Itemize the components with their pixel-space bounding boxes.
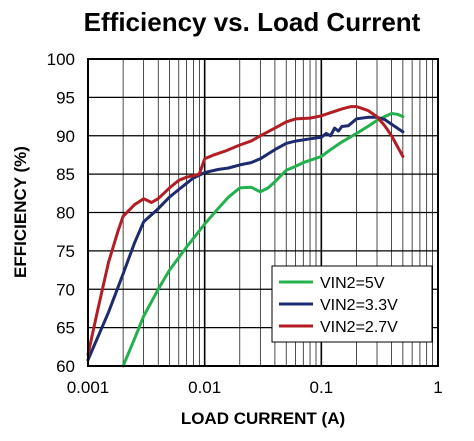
- y-tick-label: 80: [56, 204, 75, 223]
- legend: VIN2=5V VIN2=3.3V VIN2=2.7V: [271, 265, 433, 343]
- y-tick-label: 85: [56, 165, 75, 184]
- x-tick-label: 0.01: [188, 378, 221, 397]
- y-tick-label: 70: [56, 280, 75, 299]
- x-tick-label: 1: [433, 378, 442, 397]
- series-group: [86, 105, 405, 368]
- series-line: [86, 105, 405, 356]
- x-tick-label: 0.1: [310, 378, 334, 397]
- y-tick-label: 100: [47, 50, 75, 69]
- x-axis-label: LOAD CURRENT (A): [181, 409, 345, 428]
- chart-title: Efficiency vs. Load Current: [84, 7, 421, 37]
- y-axis-label: EFFICIENCY (%): [11, 146, 30, 278]
- x-tick-labels: 0.001 0.01 0.1 1: [67, 378, 443, 397]
- y-tick-labels: 60 65 70 75 80 85 90 95 100: [47, 50, 75, 376]
- y-tick-label: 95: [56, 88, 75, 107]
- series-line: [121, 112, 405, 368]
- legend-label: VIN2=5V: [320, 275, 385, 292]
- legend-label: VIN2=2.7V: [320, 319, 398, 336]
- y-tick-label: 75: [56, 242, 75, 261]
- y-tick-label: 65: [56, 319, 75, 338]
- y-tick-label: 90: [56, 127, 75, 146]
- series-line: [86, 115, 405, 362]
- y-tick-label: 60: [56, 357, 75, 376]
- legend-label: VIN2=3.3V: [320, 297, 398, 314]
- plot-frame: [87, 58, 439, 367]
- x-tick-label: 0.001: [67, 378, 110, 397]
